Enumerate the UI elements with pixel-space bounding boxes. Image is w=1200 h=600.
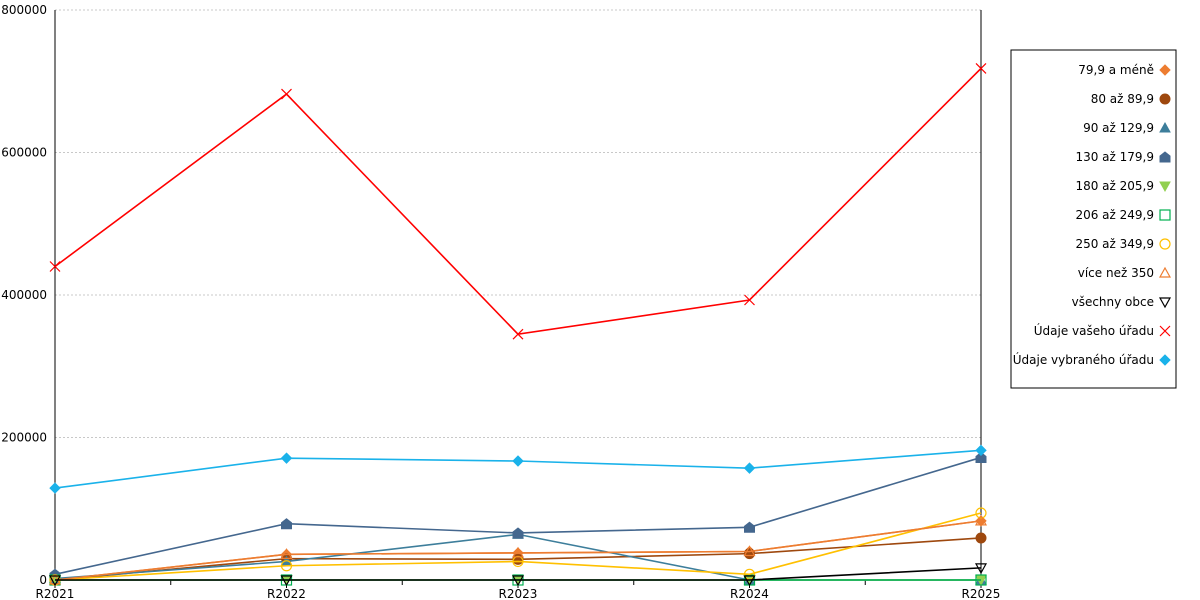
legend-item: 180 až 205,9 <box>1075 179 1171 193</box>
legend-label: Údaje vašeho úřadu <box>1034 323 1154 338</box>
data-point <box>48 575 62 587</box>
legend-marker <box>1159 238 1171 250</box>
legend-item: 130 až 179,9 <box>1075 150 1171 164</box>
data-point <box>512 328 524 340</box>
data-point <box>744 294 755 306</box>
data-point <box>511 546 525 558</box>
x-tick-label: R2025 <box>962 587 1001 600</box>
data-point <box>49 261 61 272</box>
x-tick-label: R2023 <box>499 587 538 600</box>
series-line <box>54 512 982 581</box>
legend-marker <box>1159 209 1171 221</box>
legend: 79,9 a méně 80 až 89,9 90 až 129,9 130 až 1… <box>1010 49 1177 389</box>
legend-item: více než 350 <box>1078 266 1172 280</box>
data-point <box>743 575 756 587</box>
data-point <box>975 444 987 457</box>
data-point <box>975 451 987 463</box>
legend-box <box>1010 49 1177 389</box>
data-point <box>281 88 292 100</box>
series-line <box>55 567 982 581</box>
legend-marker <box>1158 266 1172 278</box>
legend-label: 79,9 a méně <box>1078 63 1154 77</box>
legend-item: Údaje vašeho úřadu <box>1034 323 1171 338</box>
legend-label: 250 až 349,9 <box>1075 237 1154 251</box>
legend-marker <box>1159 64 1171 76</box>
data-point <box>280 560 293 572</box>
legend-label: 206 až 249,9 <box>1075 208 1154 222</box>
grid-lines <box>55 9 981 438</box>
legend-label: Údaje vybraného úřadu <box>1013 352 1154 367</box>
series-line <box>54 67 982 336</box>
data-point <box>281 518 292 530</box>
y-tick-label: 600000 <box>1 146 47 160</box>
legend-marker <box>1159 325 1171 337</box>
series-3 <box>49 451 987 580</box>
legend-marker <box>1158 297 1172 309</box>
legend-item: 250 až 349,9 <box>1075 237 1171 251</box>
data-point <box>512 527 524 539</box>
legend-marker <box>1159 93 1171 105</box>
legend-item: 90 až 129,9 <box>1083 121 1171 135</box>
data-point <box>280 548 293 559</box>
data-point <box>744 521 755 533</box>
legend-item: 79,9 a méně <box>1078 63 1171 77</box>
data-point <box>974 514 988 526</box>
x-tick-label: R2021 <box>36 587 75 600</box>
data-point <box>974 563 988 575</box>
legend-label: 180 až 205,9 <box>1075 179 1154 193</box>
legend-item: Údaje vybraného úřadu <box>1013 352 1171 367</box>
legend-marker <box>1159 121 1171 133</box>
data-point <box>975 507 987 519</box>
x-tick-label: R2024 <box>730 587 769 600</box>
data-point <box>975 532 987 544</box>
legend-item: 206 až 249,9 <box>1075 208 1171 222</box>
series-8 <box>48 563 988 587</box>
legend-label: všechny obce <box>1072 295 1154 309</box>
series-layer <box>48 63 988 587</box>
legend-label: více než 350 <box>1078 266 1154 280</box>
y-tick-label: 0 <box>39 573 47 587</box>
series-line <box>54 520 982 581</box>
legend-marker <box>1159 151 1171 163</box>
series-9 <box>49 63 987 340</box>
data-point <box>512 455 524 467</box>
legend-item: všechny obce <box>1072 295 1172 309</box>
series-10 <box>49 444 987 494</box>
data-point <box>280 575 293 587</box>
legend-marker <box>1159 181 1171 193</box>
data-point <box>512 553 524 565</box>
legend-label: 80 až 89,9 <box>1091 92 1154 106</box>
data-point <box>743 545 756 557</box>
data-point <box>511 575 525 587</box>
legend-label: 130 až 179,9 <box>1075 150 1154 164</box>
data-point <box>975 63 987 74</box>
legend-marker <box>1159 354 1171 366</box>
data-point <box>280 452 293 464</box>
y-tick-label: 800000 <box>1 3 47 17</box>
y-tick-label: 400000 <box>1 288 47 302</box>
x-tick-label: R2022 <box>267 587 306 600</box>
legend-item: 80 až 89,9 <box>1091 92 1171 106</box>
data-point <box>975 574 987 586</box>
legend-label: 90 až 129,9 <box>1083 121 1154 135</box>
data-point <box>49 482 61 494</box>
axes: 0 200000 400000 600000 800000 R2021 R2022 R2023… <box>1 3 1000 600</box>
y-tick-label: 200000 <box>1 431 47 445</box>
data-point <box>743 462 756 474</box>
